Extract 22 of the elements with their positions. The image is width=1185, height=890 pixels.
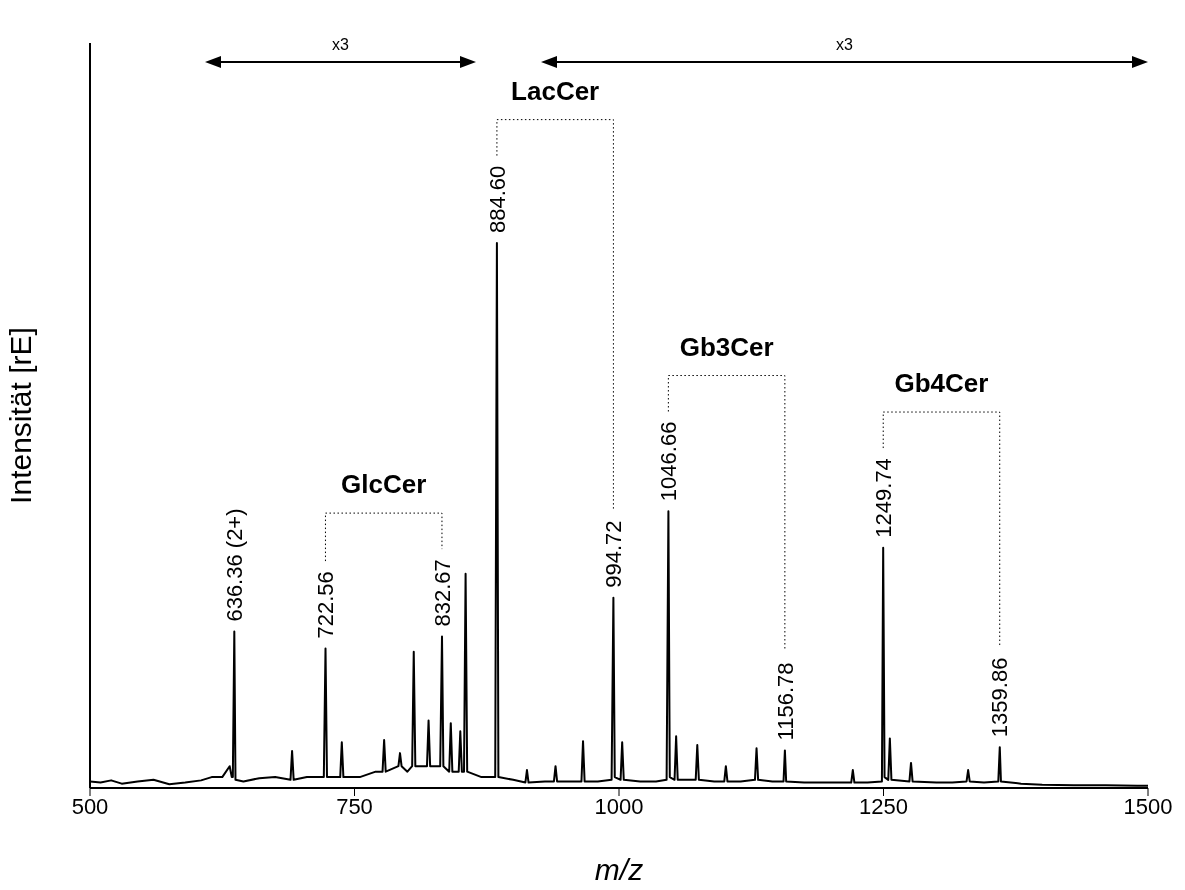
annotation: 832.67 [429,559,455,627]
annotation: Gb3Cer [679,331,774,362]
annotation: 636.36 (2+) [221,508,247,622]
x-axis-title: m/z [594,853,644,886]
text: x3 [332,36,350,53]
annotation: 994.72 [601,520,627,588]
x-tick-label: 1000 [594,793,644,819]
text: x3 [836,36,854,53]
x-tick-label: 750 [336,793,373,819]
text: LacCer [511,75,600,106]
x-tick-label: 1500 [1123,793,1173,819]
annotation: 722.56 [313,571,339,639]
annotation: 1046.66 [656,421,682,502]
x-tick-label: 500 [71,793,109,819]
annotation: 884.60 [484,165,510,234]
annotation: 1249.74 [870,458,896,538]
annotation: GlcCer [341,469,427,500]
annotation: 1156.78 [772,662,798,741]
annotation: 1359.86 [987,657,1013,738]
x-tick-label: 1250 [859,793,908,819]
y-axis-title: Intensität [rE] [3,327,37,504]
annotation: Gb4Cer [894,368,989,399]
